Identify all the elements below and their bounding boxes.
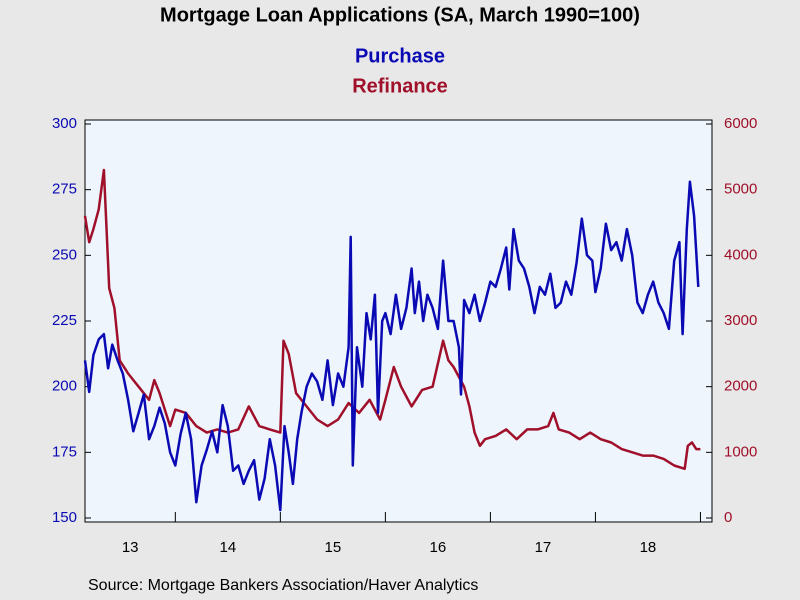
y2-tick-label: 0 <box>724 509 732 526</box>
y-tick-label: 275 <box>52 181 77 198</box>
y2-tick-label: 6000 <box>724 115 757 132</box>
y2-tick-label: 5000 <box>724 181 757 198</box>
y-tick-label: 200 <box>52 378 77 395</box>
legend-entry: Purchase <box>355 45 445 67</box>
y2-tick-label: 1000 <box>724 443 757 460</box>
y2-tick-label: 4000 <box>724 246 757 263</box>
y2-tick-label: 3000 <box>724 312 757 329</box>
series-line <box>83 180 700 512</box>
legend-entry: Refinance <box>352 75 448 97</box>
plot-area <box>84 119 713 523</box>
chart-title: Mortgage Loan Applications (SA, March 19… <box>160 4 640 26</box>
x-tick-label: 13 <box>122 539 139 556</box>
y-tick-label: 225 <box>52 312 77 329</box>
y-tick-label: 175 <box>52 443 77 460</box>
y2-tick-label: 2000 <box>724 378 757 395</box>
x-tick-label: 18 <box>640 539 657 556</box>
x-tick-label: 16 <box>430 539 447 556</box>
source-note: Source: Mortgage Bankers Association/Hav… <box>88 577 478 594</box>
x-tick-label: 15 <box>325 539 342 556</box>
y-tick-label: 250 <box>52 246 77 263</box>
x-tick-label: 14 <box>219 539 236 556</box>
y-tick-label: 300 <box>52 115 77 132</box>
series-line <box>83 168 701 471</box>
x-tick-label: 17 <box>535 539 552 556</box>
y-tick-label: 150 <box>52 509 77 526</box>
